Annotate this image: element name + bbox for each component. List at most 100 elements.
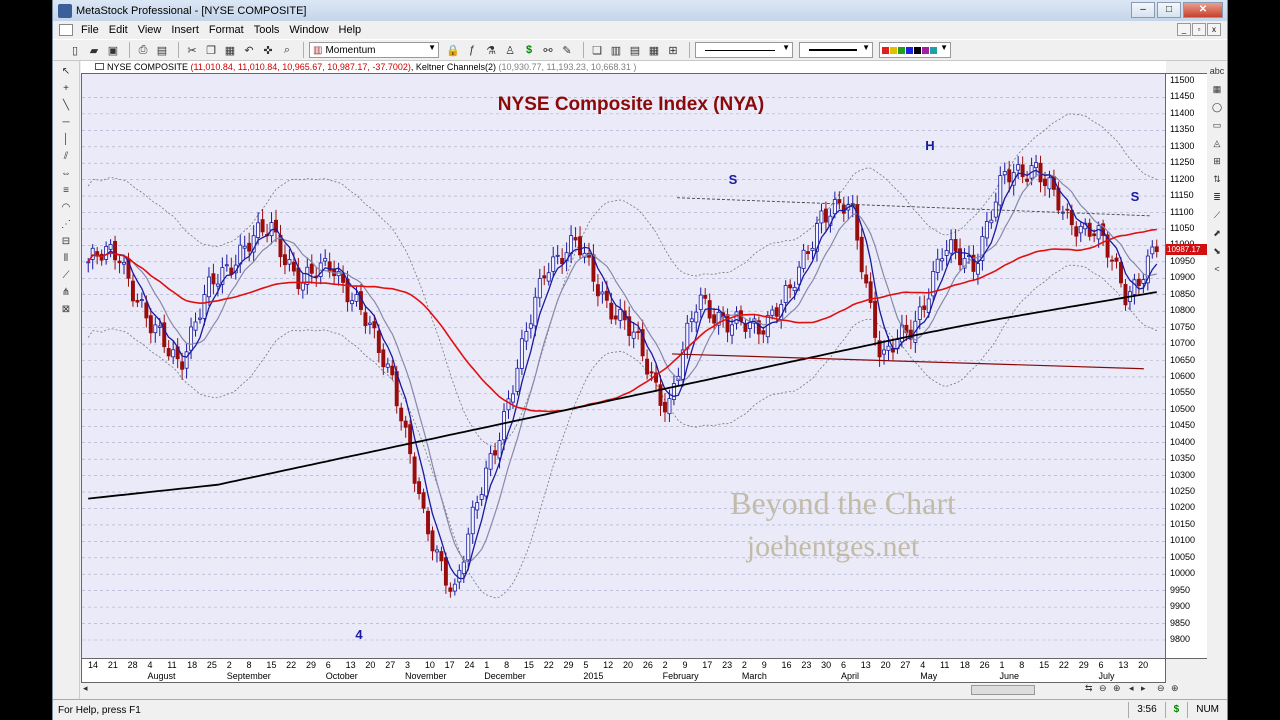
menu-window[interactable]: Window: [289, 24, 329, 36]
scroll-left-icon[interactable]: ◂: [83, 683, 88, 693]
crosshair-tool-icon[interactable]: +: [63, 83, 69, 94]
candle-body: [144, 302, 149, 319]
triangle-icon[interactable]: ◬: [1213, 138, 1221, 148]
save-icon[interactable]: ▣: [107, 44, 119, 57]
gann-fan-icon[interactable]: ⊠: [61, 304, 71, 315]
date-tick-label: 29: [305, 660, 316, 670]
copy-icon[interactable]: ❐: [206, 44, 216, 57]
sell-arrow-icon[interactable]: ⬊: [1213, 246, 1221, 256]
scrollbar-thumb[interactable]: [971, 685, 1035, 695]
candle-body: [376, 330, 381, 353]
trendline-icon[interactable]: ╲: [62, 100, 70, 111]
price-axis[interactable]: 11500 11450 11400 11350 11300 11250 11200 11150…: [1166, 73, 1212, 659]
ellipse-icon[interactable]: ◯: [1211, 102, 1223, 112]
mdi-minimize-button[interactable]: _: [1177, 23, 1191, 36]
fan-icon[interactable]: ⋰: [61, 219, 71, 230]
print-icon[interactable]: ⎙: [138, 43, 148, 56]
menu-format[interactable]: Format: [208, 24, 244, 36]
page-left-icon[interactable]: ◂: [1129, 683, 1134, 693]
cycle-lines-icon[interactable]: ⦀: [63, 253, 69, 264]
retracement-icon[interactable]: ⊟: [61, 236, 71, 247]
cut-icon[interactable]: ✂: [187, 44, 197, 57]
arrange-icon[interactable]: ▦: [648, 44, 660, 57]
page-right-icon[interactable]: ▸: [1141, 683, 1146, 693]
date-tick-label: 6: [840, 660, 846, 670]
zoom-out-icon[interactable]: ⊖: [1099, 683, 1107, 693]
color-select[interactable]: ▼: [879, 42, 951, 58]
lock-icon[interactable]: 🔒: [446, 44, 460, 57]
undo-icon[interactable]: ↶: [244, 44, 254, 57]
indicator-select[interactable]: ▥ Momentum ▼: [309, 42, 439, 58]
horizontal-line-icon[interactable]: ─: [62, 117, 70, 128]
text-tool-icon[interactable]: abc: [1209, 66, 1225, 76]
new-icon[interactable]: ▯: [71, 44, 79, 57]
zoom-icon[interactable]: ⌕: [283, 43, 291, 56]
horizontal-scrollbar[interactable]: ◂ ⇆ ⊖ ⊕ ◂ ▸ ⊖ ⊕: [81, 683, 1212, 697]
mdi-restore-button[interactable]: ▫: [1192, 23, 1206, 36]
month-label: 2015: [583, 671, 604, 681]
arrows-icon[interactable]: ⇅: [1213, 174, 1221, 184]
price-tick-label: 11500: [1170, 75, 1195, 85]
menu-tools[interactable]: Tools: [253, 24, 280, 36]
explorer-icon[interactable]: ⚗: [486, 44, 496, 57]
zoom-fit-icon[interactable]: ⇔: [61, 168, 71, 179]
status-bar: For Help, press F1 3:56 $ NUM: [53, 699, 1227, 720]
fibonacci-icon[interactable]: ≣: [1213, 192, 1221, 202]
cascade-icon[interactable]: ❏: [592, 44, 602, 57]
buy-arrow-icon[interactable]: ⬈: [1213, 228, 1221, 238]
binoculars-icon[interactable]: ⚯: [543, 44, 553, 57]
zoom-full-icon[interactable]: ⊕: [1171, 683, 1179, 693]
formula-icon[interactable]: ƒ: [468, 44, 476, 56]
date-tick-label: 6: [325, 660, 331, 670]
maximize-button[interactable]: □: [1157, 2, 1181, 18]
candle-body: [1096, 225, 1101, 240]
line-weight-select[interactable]: ▼: [799, 42, 873, 58]
price-chart-svg[interactable]: NYSE Composite Index (NYA) 4 S H S Beyon…: [82, 74, 1165, 658]
price-tick-label: 11200: [1170, 173, 1195, 184]
candle-body: [756, 320, 761, 335]
open-icon[interactable]: ▰: [89, 44, 99, 57]
bracket-icon[interactable]: <: [1214, 264, 1220, 274]
mdi-close-button[interactable]: x: [1207, 23, 1221, 36]
crosshair-icon[interactable]: ✜: [263, 44, 273, 57]
line-style-select[interactable]: ▼: [695, 42, 793, 58]
symbols-icon[interactable]: ⊞: [1213, 156, 1221, 166]
menu-edit[interactable]: Edit: [108, 24, 128, 36]
bar-spacing-icon[interactable]: ⇆: [1085, 683, 1093, 693]
date-tick-label: 9: [761, 660, 767, 670]
speed-lines-icon[interactable]: ⟋: [1213, 210, 1221, 220]
tile-horizontal-icon[interactable]: ▤: [629, 44, 641, 57]
close-button[interactable]: ✕: [1183, 2, 1223, 18]
parallel-lines-icon[interactable]: ⫽: [63, 151, 69, 162]
price-tick-label: 10200: [1170, 502, 1196, 513]
pointer-icon[interactable]: ↖: [61, 66, 71, 77]
regression-icon[interactable]: ⟋: [62, 270, 70, 281]
candle-body: [430, 530, 435, 552]
system-tester-icon[interactable]: ♙: [505, 44, 515, 57]
candle-body: [555, 254, 560, 257]
price-chart[interactable]: NYSE Composite Index (NYA) 4 S H S Beyon…: [81, 73, 1166, 659]
tile-vertical-icon[interactable]: ▥: [610, 44, 622, 57]
month-label: May: [920, 671, 938, 681]
zoom-reset-icon[interactable]: ⊖: [1157, 683, 1165, 693]
arc-icon[interactable]: ◠: [61, 202, 71, 213]
channel-icon[interactable]: ≡: [63, 185, 69, 196]
menu-help[interactable]: Help: [338, 24, 362, 36]
print-preview-icon[interactable]: ▤: [156, 44, 168, 57]
paste-icon[interactable]: ▦: [224, 44, 236, 57]
andrews-pitchfork-icon[interactable]: ⋔: [61, 287, 71, 298]
vertical-line-icon[interactable]: │: [62, 134, 70, 145]
date-tick-label: 11: [167, 660, 177, 670]
grid-icon[interactable]: ⊞: [668, 44, 678, 57]
calculator-icon[interactable]: ▦: [1212, 84, 1222, 94]
date-axis[interactable]: 14 21 28 4 11 18 25 2 8 15 22 29 6 13 20 27 3 10 17 24 1 8 15 2…: [81, 659, 1166, 683]
dollar-icon[interactable]: $: [525, 44, 533, 56]
rectangle-icon[interactable]: ▭: [1212, 120, 1222, 130]
menu-insert[interactable]: Insert: [171, 24, 199, 36]
menu-file[interactable]: File: [81, 24, 99, 36]
minimize-button[interactable]: –: [1131, 2, 1155, 18]
expert-icon[interactable]: ✎: [562, 44, 572, 57]
menu-view[interactable]: View: [137, 24, 162, 36]
line-style-preview: [705, 49, 775, 51]
zoom-in-icon[interactable]: ⊕: [1113, 683, 1121, 693]
